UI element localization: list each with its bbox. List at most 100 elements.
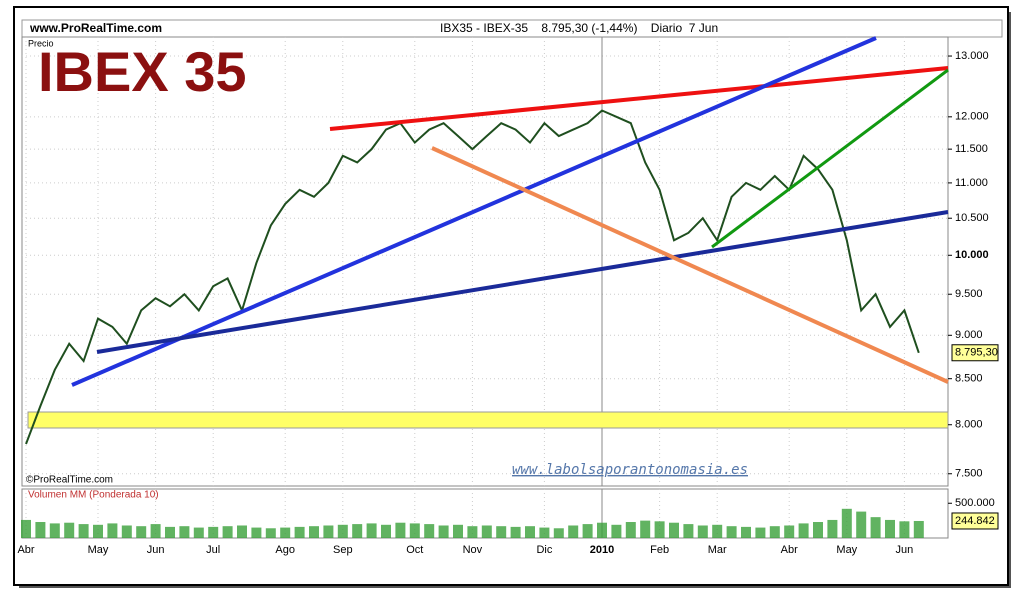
y-tick-label: 9.500 (955, 288, 983, 300)
volume-bar (870, 517, 881, 538)
volume-bar (611, 524, 622, 538)
y-tick-label: 8.500 (955, 373, 983, 385)
volume-bar (438, 525, 449, 538)
last-value-box (951, 344, 999, 362)
volume-bar (309, 526, 319, 538)
y-tick-label: 500.000 (955, 497, 995, 509)
volume-bar (741, 526, 751, 538)
x-tick-label: Sep (333, 544, 353, 556)
volume-bar (409, 523, 420, 538)
x-tick-label: Nov (463, 544, 483, 556)
panel-label: Precio (28, 38, 54, 48)
x-tick-label: Jun (147, 544, 165, 556)
volume-bar (381, 524, 391, 538)
volume-bar (510, 526, 521, 538)
volume-bar (683, 524, 694, 538)
y-tick-label: 11.000 (955, 177, 988, 189)
volume-bar (193, 527, 204, 538)
y-tick-label: 10.500 (955, 212, 989, 224)
volume-bar (669, 522, 679, 538)
volume-bar (136, 526, 147, 538)
volume-bar (755, 527, 766, 538)
y-tick-label: 8.000 (955, 419, 983, 431)
volume-bar (165, 526, 175, 538)
volume-bar (856, 511, 867, 538)
volume-bar (481, 525, 492, 538)
support-band (27, 411, 949, 429)
y-tick-label: 9.000 (955, 329, 983, 341)
volume-bar (21, 519, 31, 538)
volume-bar (265, 528, 276, 538)
volume-bar (539, 527, 550, 538)
volume-bar (885, 519, 895, 538)
trendline (431, 146, 949, 384)
chart-title: IBEX 35 (38, 40, 247, 103)
x-tick-label: Jun (896, 544, 914, 556)
y-tick-label: 7.500 (955, 468, 983, 480)
volume-bar (813, 522, 823, 538)
volume-bar (899, 521, 910, 538)
y-tick-label: 11.500 (955, 143, 988, 155)
site-name: www.ProRealTime.com (29, 21, 162, 35)
volume-bar (784, 525, 795, 538)
volume-bar (337, 524, 348, 538)
volume-bar (323, 525, 334, 538)
volume-bar (179, 526, 190, 538)
x-tick-label: Ago (275, 544, 295, 556)
last-value-box (951, 512, 999, 530)
volume-bar (150, 524, 161, 538)
volume-bar (208, 526, 219, 538)
volume-bar (35, 522, 46, 538)
volume-bar (237, 525, 247, 538)
header: IBX35 - IBEX-35 8.795,30 (-1,44%) Diario… (440, 21, 718, 35)
volume-bar (640, 520, 651, 538)
y-tick-label: 13.000 (955, 50, 989, 62)
trendline (329, 66, 949, 131)
volume-bar (78, 524, 89, 538)
x-tick-label: May (836, 544, 857, 556)
volume-bar (467, 526, 478, 538)
volume-bar (280, 527, 291, 538)
volume-bar (107, 523, 118, 538)
volume-bar (496, 526, 507, 538)
volume-bar (395, 522, 406, 538)
credit: ©ProRealTime.com (26, 475, 113, 486)
volume-bar (64, 522, 75, 538)
y-tick-label: 12.000 (955, 111, 989, 123)
volume-bar (597, 522, 607, 538)
volume-label: Volumen MM (Ponderada 10) (28, 490, 159, 501)
x-tick-label: Dic (536, 544, 552, 556)
x-tick-label: Mar (708, 544, 727, 556)
x-tick-label: Oct (406, 544, 423, 556)
volume-bar (841, 508, 852, 538)
volume-bar (625, 522, 636, 538)
volume-bar (121, 525, 132, 538)
trendlines (71, 36, 949, 387)
volume-bar (913, 520, 924, 538)
trendline (711, 68, 949, 249)
volume-bar (726, 526, 737, 538)
x-tick-label: 2010 (590, 544, 614, 556)
volume-bar (568, 525, 579, 538)
volume-bar (424, 524, 435, 538)
trendline (71, 36, 877, 387)
volume-bar (582, 524, 593, 538)
x-tick-label: Abr (781, 544, 798, 556)
volume-bar (712, 524, 723, 538)
volume-bar (453, 524, 463, 538)
x-tick-label: Jul (206, 544, 220, 556)
volume-bar (294, 526, 305, 538)
y-tick-label: 10.000 (955, 249, 989, 261)
volume-bar (93, 524, 103, 538)
trendline (96, 210, 949, 354)
volume-bar (251, 527, 262, 538)
volume-bar (49, 523, 60, 538)
x-tick-label: Abr (17, 544, 34, 556)
last-value-label: 244.842 (955, 515, 995, 527)
volume-bar (352, 524, 363, 538)
volume-bar (654, 521, 665, 538)
volume-bar (553, 528, 564, 538)
volume-bar (525, 526, 535, 538)
volume-bar (366, 523, 377, 538)
